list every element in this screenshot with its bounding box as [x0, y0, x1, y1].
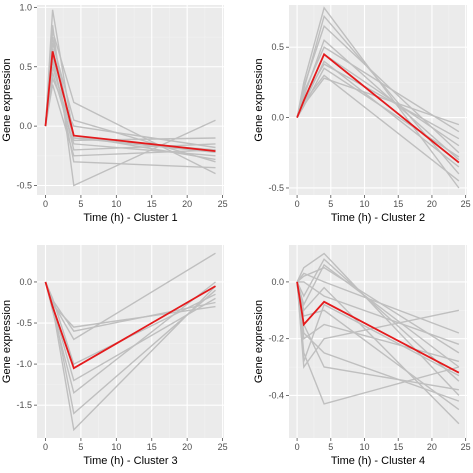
- x-tick-label: 20: [427, 199, 437, 209]
- gene-series-line: [44, 84, 216, 157]
- cluster-centroid-line: [44, 281, 216, 370]
- panel-cluster-3: 0 5 10 15 20 25 -1.5 -1.0 -0.5 0.0 Time (h) - Clus…: [1, 245, 228, 467]
- x-tick-label: 25: [218, 442, 228, 452]
- panel-cluster-1: 0 5 10 15 20 25 -0.5 0.0 0.5 1.0 Time (h) - Cluste…: [1, 2, 228, 224]
- y-tick-label: -1.0: [16, 359, 32, 369]
- y-tick-label: 0.5: [271, 42, 284, 52]
- y-tick-label: 0.0: [271, 113, 284, 123]
- x-axis-title: Time (h) - Cluster 1: [83, 212, 177, 224]
- gene-series-line: [297, 281, 460, 345]
- y-tick-label: -0.4: [268, 390, 284, 400]
- x-tick-label: 25: [461, 199, 471, 209]
- x-tick-label: 5: [78, 442, 83, 452]
- panel-cluster-4: 0 5 10 15 20 25 -0.4 -0.2 0.0 Time (h) - Cluster …: [253, 245, 471, 467]
- x-tick-label: 5: [78, 199, 83, 209]
- x-tick-label: 15: [147, 199, 157, 209]
- cluster-centroid-line: [296, 52, 460, 164]
- y-tick-label: -0.2: [268, 334, 284, 344]
- x-tick-label: 0: [295, 199, 300, 209]
- x-tick-label: 20: [427, 442, 437, 452]
- y-tick-label: 0.0: [19, 121, 32, 131]
- x-tick-label: 10: [111, 442, 121, 452]
- y-tick-label: 1.0: [19, 2, 32, 12]
- x-axis-title: Time (h) - Cluster 3: [83, 455, 177, 467]
- x-tick-label: 5: [328, 199, 333, 209]
- y-tick-label: -0.5: [268, 183, 284, 193]
- x-tick-label: 10: [111, 199, 121, 209]
- y-tick-label: -1.5: [16, 400, 32, 410]
- y-axis-title: Gene expression: [253, 300, 265, 383]
- x-tick-label: 15: [393, 199, 403, 209]
- panel-background: [37, 245, 224, 438]
- y-axis-title: Gene expression: [1, 300, 13, 383]
- x-tick-label: 0: [295, 442, 300, 452]
- x-tick-label: 0: [43, 442, 48, 452]
- cluster-centroid-line: [296, 281, 460, 374]
- panel-cluster-2: 0 5 10 15 20 25 -0.5 0.0 0.5 Time (h) - Cluster 2…: [253, 5, 471, 224]
- x-axis-title: Time (h) - Cluster 2: [331, 212, 425, 224]
- gene-series-line: [296, 266, 460, 354]
- x-tick-label: 5: [328, 442, 333, 452]
- y-axis-title: Gene expression: [1, 58, 13, 141]
- gene-series-line: [296, 46, 460, 133]
- x-tick-label: 20: [182, 199, 192, 209]
- y-tick-label: -0.5: [16, 318, 32, 328]
- gene-series-line: [296, 281, 460, 377]
- x-tick-label: 25: [218, 199, 228, 209]
- y-tick-label: 0.0: [271, 277, 284, 287]
- x-tick-label: 10: [360, 199, 370, 209]
- cluster-centroid-line: [44, 51, 216, 152]
- x-tick-label: 15: [393, 442, 403, 452]
- y-tick-label: 0.0: [19, 277, 32, 287]
- x-tick-label: 20: [182, 442, 192, 452]
- gene-series-line: [296, 272, 460, 334]
- x-tick-label: 25: [461, 442, 471, 452]
- y-tick-label: 0.5: [19, 62, 32, 72]
- gene-series-line: [44, 281, 216, 332]
- x-tick-label: 15: [147, 442, 157, 452]
- x-tick-label: 10: [360, 442, 370, 452]
- y-axis-title: Gene expression: [253, 58, 265, 141]
- y-tick-label: -0.5: [16, 181, 32, 191]
- x-axis-title: Time (h) - Cluster 4: [331, 455, 425, 467]
- gene-series-line: [296, 263, 460, 368]
- x-tick-label: 0: [43, 199, 48, 209]
